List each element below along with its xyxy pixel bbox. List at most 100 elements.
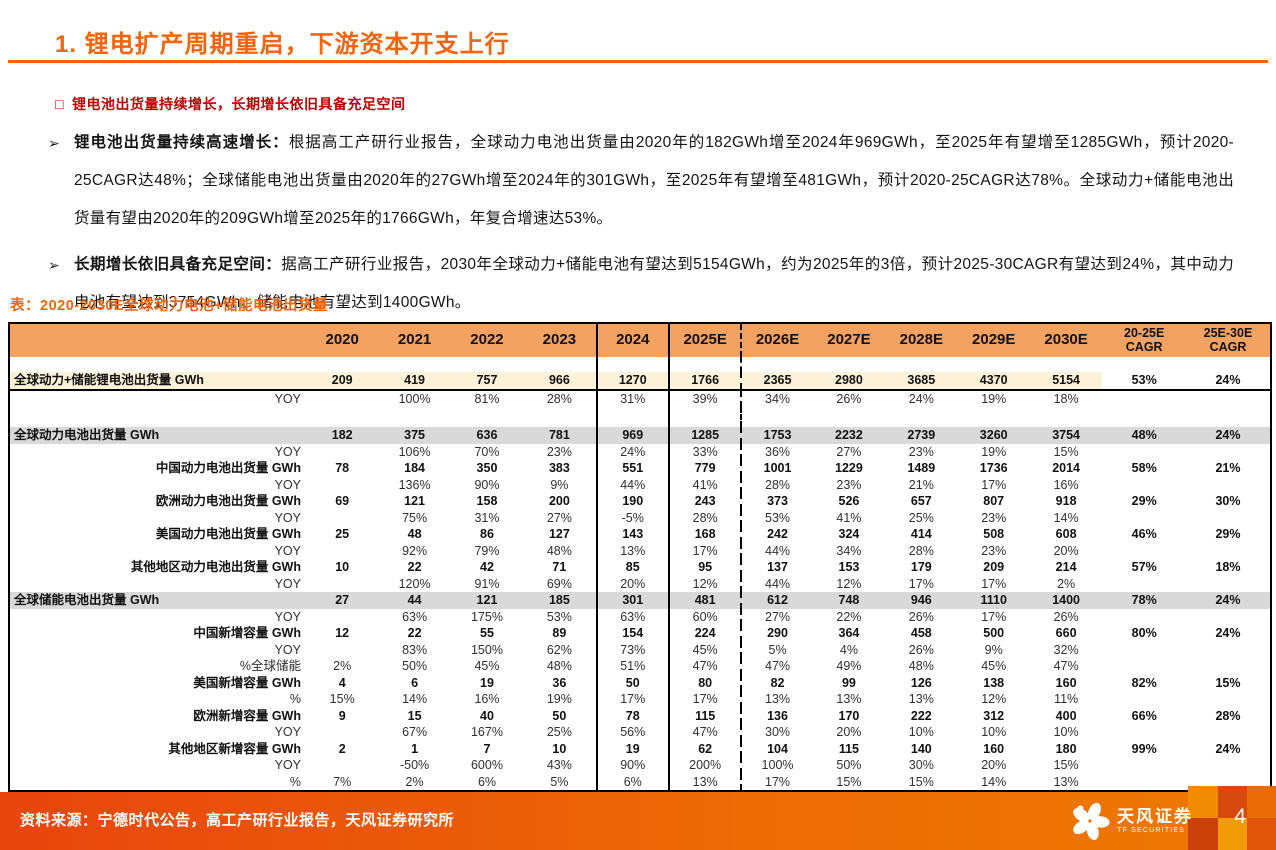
value-cell: 24% — [1215, 741, 1241, 756]
value-cell: 85 — [595, 559, 668, 576]
row-label: 美国新增容量 GWh — [193, 675, 301, 690]
value-cell: 22 — [407, 560, 422, 574]
logo-name: 天风证券 — [1117, 807, 1193, 826]
value-cell: 13% — [595, 542, 668, 559]
logo-subtitle: TF SECURITIES — [1117, 827, 1186, 834]
value-cell: 143 — [595, 526, 668, 543]
value-cell: 24% — [595, 443, 668, 460]
row-label: % — [289, 692, 301, 706]
value-cell: 69 — [335, 494, 350, 508]
value-cell: 29% — [1131, 494, 1157, 508]
value-cell: 31% — [595, 390, 668, 407]
value-cell — [1102, 642, 1186, 659]
table-row: YOY 100% 81% 28% 31% 39% 34% 26% 24% 19% 18% — [10, 390, 1270, 408]
value-cell: 34% — [740, 390, 812, 407]
section-heading-text: 锂电池出货量持续增长，长期增长依旧具备充足空间 — [71, 96, 406, 112]
value-cell: 26% — [1053, 609, 1079, 624]
row-label: YOY — [274, 444, 301, 459]
value-cell: 138 — [983, 675, 1005, 690]
value-cell: 224 — [667, 625, 740, 642]
value-cell — [1186, 357, 1270, 372]
value-cell: 19% — [981, 444, 1007, 459]
value-cell: 3260 — [957, 427, 1030, 444]
value-cell: 82 — [740, 674, 812, 691]
value-cell: 28% — [740, 476, 812, 493]
value-cell: 32% — [1053, 642, 1079, 657]
value-cell: 28% — [1215, 708, 1241, 723]
value-cell — [306, 444, 378, 461]
value-cell: 373 — [740, 493, 812, 510]
table-row: 其他地区动力电池出货量 GWh 10 22 42 71 85 95 137 153 179 209 2… — [10, 559, 1270, 576]
value-cell: 5154 — [1029, 372, 1103, 389]
value-cell: 1 — [411, 741, 419, 756]
table-header-cell: 25E-30E CAGR — [1186, 324, 1270, 357]
value-cell — [306, 477, 378, 494]
value-cell: 19 — [595, 740, 668, 757]
value-cell — [306, 407, 378, 427]
value-cell — [306, 510, 378, 527]
value-cell: 222 — [910, 708, 932, 723]
value-cell — [523, 357, 595, 372]
value-cell: 50% — [402, 659, 428, 673]
value-cell: 23% — [908, 444, 934, 459]
value-cell: 167% — [470, 725, 503, 739]
value-cell: 243 — [667, 493, 740, 510]
value-cell: 83% — [402, 642, 428, 657]
value-cell: 57% — [1131, 560, 1157, 574]
value-cell: 170 — [838, 708, 860, 723]
value-cell — [1186, 407, 1270, 427]
value-cell — [306, 609, 378, 626]
value-cell: 657 — [910, 494, 932, 508]
value-cell: 21% — [1215, 461, 1241, 475]
value-cell — [306, 391, 378, 408]
row-label: 欧洲新增容量 GWh — [193, 708, 301, 723]
value-cell — [740, 407, 812, 427]
value-cell: 200 — [548, 494, 570, 508]
value-cell — [958, 407, 1030, 427]
table-header-cell: 2024 — [595, 324, 668, 357]
value-cell — [1186, 477, 1270, 494]
value-cell: 190 — [595, 493, 668, 510]
value-cell: 7 — [483, 741, 491, 756]
value-cell: 30% — [908, 758, 934, 772]
value-cell: 20% — [595, 575, 668, 592]
value-cell: 44% — [740, 542, 812, 559]
table-row: YOY 120% 91% 69% 20% 12% 44% 12% 17% 17% 2% — [10, 575, 1270, 592]
value-cell — [306, 724, 378, 741]
value-cell: 16% — [474, 692, 500, 706]
value-cell: 1001 — [740, 460, 812, 477]
value-cell: 67% — [402, 725, 428, 739]
value-cell: 2% — [1057, 576, 1076, 591]
value-cell: 419 — [378, 372, 451, 389]
value-cell: 121 — [404, 494, 426, 508]
value-cell: 48% — [1102, 427, 1187, 444]
value-cell: 458 — [910, 626, 932, 640]
value-cell: 23% — [981, 543, 1007, 558]
value-cell: 24% — [1186, 592, 1270, 609]
value-cell: 153 — [838, 560, 860, 574]
value-cell — [1102, 357, 1186, 372]
value-cell: 43% — [546, 758, 572, 772]
table-row: 全球储能电池出货量 GWh 27 44 121 185 301 481 612 748 946 11… — [10, 592, 1270, 609]
value-cell: 158 — [476, 494, 498, 508]
value-cell: 1270 — [595, 372, 668, 389]
value-cell — [958, 357, 1030, 372]
value-cell: 17% — [908, 576, 934, 591]
value-cell: 47% — [667, 658, 740, 675]
value-cell: 91% — [474, 576, 500, 591]
value-cell — [885, 407, 957, 427]
value-cell: 55 — [480, 626, 494, 640]
row-label: 全球储能电池出货量 GWh — [10, 592, 306, 609]
value-cell: 24% — [908, 391, 934, 406]
value-cell: 660 — [1055, 626, 1077, 640]
table-row: YOY 67% 167% 25% 56% 47% 30% 20% 10% 10% 10% — [10, 724, 1270, 741]
value-cell: 200% — [667, 757, 740, 774]
value-cell: 4 — [338, 675, 346, 690]
bullet-list: ➢ 锂电池出货量持续高速增长：根据高工产研行业报告，全球动力电池出货量由2020… — [48, 124, 1234, 330]
value-cell: 14% — [402, 692, 428, 706]
value-cell: 27% — [740, 608, 812, 625]
value-cell: 312 — [983, 708, 1005, 723]
value-cell: 9% — [550, 477, 569, 492]
value-cell: 62 — [667, 740, 740, 757]
